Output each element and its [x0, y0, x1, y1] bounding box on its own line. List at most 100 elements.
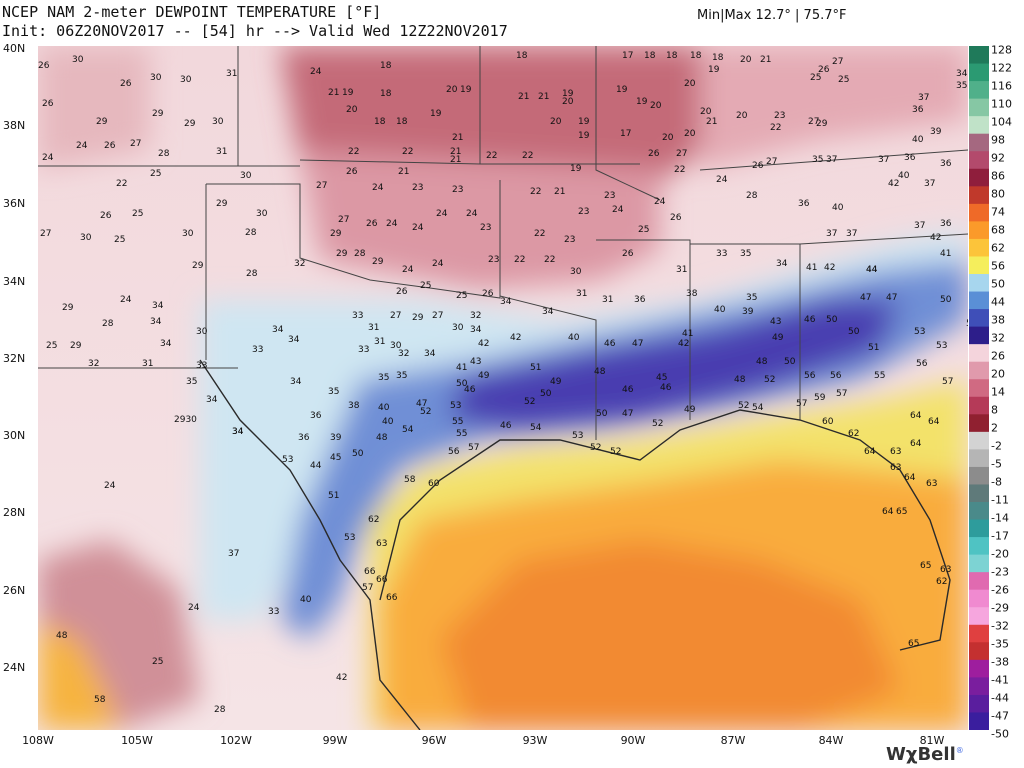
station-value: 37: [914, 221, 925, 231]
station-value: 21: [760, 55, 771, 65]
colorbar-swatch: [969, 466, 989, 485]
station-value: 55: [452, 417, 463, 427]
station-value: 52: [652, 419, 663, 429]
station-value: 63: [926, 479, 937, 489]
station-value: 18: [644, 51, 656, 61]
station-value: 46: [604, 339, 616, 349]
station-value: 30: [570, 267, 582, 277]
station-value: 23: [774, 111, 785, 121]
colorbar-label: -47: [991, 709, 1009, 723]
station-value: 35: [328, 387, 339, 397]
station-value: 52: [764, 375, 775, 385]
station-value: 32: [88, 359, 99, 369]
lat-label: 40N: [3, 42, 26, 55]
lat-label: 24N: [3, 661, 26, 674]
station-value: 22: [534, 229, 545, 239]
colorbar-swatch: [969, 712, 989, 730]
station-value: 26: [100, 211, 112, 221]
station-value: 28: [246, 269, 258, 279]
colorbar-swatch: [969, 151, 989, 170]
station-value: 64: [910, 411, 922, 421]
station-value: 36: [634, 295, 646, 305]
station-value: 34: [776, 259, 788, 269]
station-value: 57: [796, 399, 807, 409]
station-value: 26: [346, 167, 358, 177]
station-value: 55: [874, 371, 885, 381]
colorbar-swatch: [969, 274, 989, 293]
station-value: 57: [836, 389, 847, 399]
lon-label: 87W: [720, 734, 746, 747]
colorbar-label: -41: [991, 673, 1009, 687]
station-value: 60: [822, 417, 834, 427]
station-value: 44: [866, 265, 878, 275]
station-value: 27: [390, 311, 401, 321]
station-value: 34: [206, 395, 218, 405]
station-value: 49: [772, 333, 784, 343]
station-value: 56: [448, 447, 460, 457]
station-value: 44: [866, 265, 878, 275]
colorbar-label: 26: [991, 349, 1005, 363]
lat-label: 34N: [3, 275, 26, 288]
lon-label: 108W: [22, 734, 54, 747]
colorbar-swatch: [969, 256, 989, 275]
station-value: 30: [256, 209, 268, 219]
station-value: 27: [338, 215, 349, 225]
station-value: 22: [770, 123, 781, 133]
station-value: 44: [310, 461, 322, 471]
colorbar-swatch: [969, 98, 989, 117]
station-value: 32: [470, 311, 481, 321]
station-value: 24: [402, 265, 414, 275]
station-value: 29: [336, 249, 348, 259]
station-value: 18: [666, 51, 678, 61]
station-value: 46: [660, 383, 672, 393]
station-value: 24: [372, 183, 384, 193]
map-title: NCEP NAM 2-meter DEWPOINT TEMPERATURE [°…: [2, 3, 382, 21]
station-value: 53: [344, 533, 355, 543]
station-value: 25: [420, 281, 431, 291]
colorbar-label: -2: [991, 439, 1002, 453]
colorbar-swatch: [969, 554, 989, 573]
station-value: 31: [602, 295, 613, 305]
station-value: 54: [402, 425, 414, 435]
station-value: 50: [596, 409, 608, 419]
colorbar-swatch: [969, 291, 989, 310]
station-value: 56: [916, 359, 928, 369]
colorbar-swatch: [969, 221, 989, 240]
station-value: 64: [904, 473, 916, 483]
station-value: 31: [676, 265, 687, 275]
station-value: 18: [380, 89, 392, 99]
station-value: 30: [240, 171, 252, 181]
station-value: 46: [804, 315, 816, 325]
colorbar-swatch: [969, 431, 989, 450]
station-value: 46: [622, 385, 634, 395]
station-value: 53: [936, 341, 947, 351]
station-value: 25: [46, 341, 57, 351]
station-value: 40: [714, 305, 726, 315]
station-value: 47: [860, 293, 871, 303]
station-value: 29: [372, 257, 384, 267]
lon-label: 102W: [220, 734, 252, 747]
lon-label: 81W: [919, 734, 945, 747]
station-value: 49: [478, 371, 490, 381]
station-value: 36: [798, 199, 810, 209]
station-value: 48: [376, 433, 388, 443]
station-value: 43: [770, 317, 781, 327]
station-value: 52: [590, 443, 601, 453]
station-value: 65: [908, 639, 919, 649]
station-value: 29: [70, 341, 82, 351]
station-value: 22: [544, 255, 555, 265]
lon-label: 90W: [620, 734, 646, 747]
station-value: 52: [524, 397, 535, 407]
station-value: 27: [832, 57, 843, 67]
station-value: 50: [540, 389, 552, 399]
station-value: 64: [910, 439, 922, 449]
station-value: 25: [838, 75, 849, 85]
station-value: 49: [684, 405, 696, 415]
station-value: 21: [538, 92, 549, 102]
colorbar-swatch: [969, 326, 989, 345]
colorbar-swatch: [969, 484, 989, 503]
station-value: 27: [40, 229, 51, 239]
station-value: 64: [864, 447, 876, 457]
station-value: 23: [452, 185, 463, 195]
